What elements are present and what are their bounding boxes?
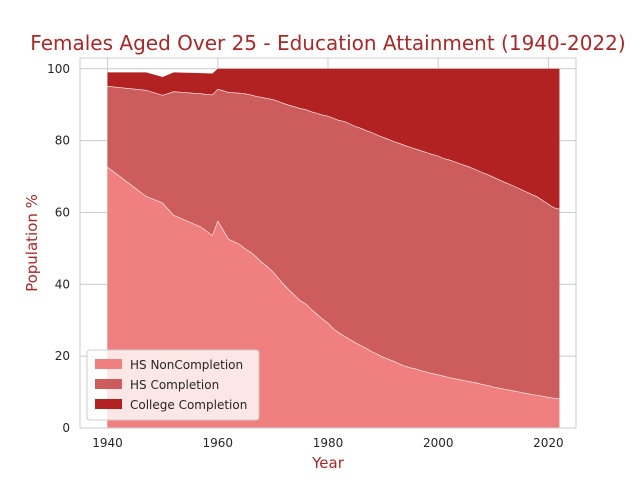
legend-swatch	[95, 379, 122, 389]
x-axis-label: Year	[311, 454, 345, 472]
legend-swatch	[95, 399, 122, 409]
legend: HS NonCompletion HS Completion College Com…	[86, 349, 260, 421]
y-tick-label: 0	[62, 421, 70, 435]
legend-label: HS NonCompletion	[130, 358, 243, 372]
y-axis: 0 20 40 60 80 100	[47, 62, 70, 435]
y-tick-label: 20	[55, 349, 70, 363]
legend-label: HS Completion	[130, 378, 219, 392]
x-tick-label: 1940	[92, 436, 123, 450]
plot-frame	[79, 57, 577, 429]
area-hs-completion	[107, 86, 560, 399]
y-axis-label: Population %	[23, 194, 41, 292]
x-tick-label: 2020	[533, 436, 564, 450]
legend-label: College Completion	[130, 398, 247, 412]
x-tick-label: 2000	[423, 436, 454, 450]
x-tick-label: 1960	[203, 436, 234, 450]
y-tick-label: 60	[55, 205, 70, 219]
area-college-completion	[107, 68, 560, 209]
plot-border	[79, 57, 577, 429]
y-tick-label: 80	[55, 134, 70, 148]
y-tick-label: 40	[55, 277, 70, 291]
x-axis: 1940 1960 1980 2000 2020	[92, 436, 563, 450]
x-tick-label: 1980	[313, 436, 344, 450]
legend-box	[86, 349, 260, 421]
legend-swatch	[95, 359, 122, 369]
y-tick-label: 100	[47, 62, 70, 76]
chart-title: Females Aged Over 25 - Education Attainm…	[30, 31, 625, 55]
